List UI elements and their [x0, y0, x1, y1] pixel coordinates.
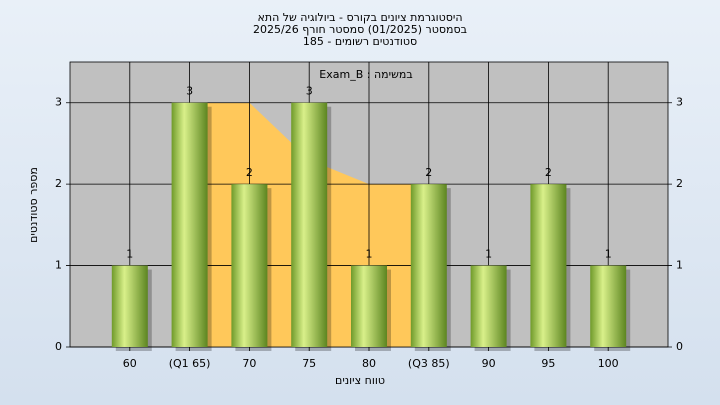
data-label: 1: [485, 248, 492, 261]
y-axis-label: מספר סטודנטים: [27, 167, 40, 243]
y-tick-label-right: 3: [676, 96, 683, 109]
x-tick-label: (Q1 65): [169, 357, 211, 370]
bar: [351, 265, 387, 347]
chart-subtitle: בסמסטר (01/2025) סמסטר חורף 2025/26: [253, 23, 467, 36]
x-tick-label: (Q3 85): [408, 357, 450, 370]
x-axis-label: טווח ציונים: [335, 374, 385, 387]
bar: [590, 265, 627, 347]
data-label: 3: [186, 85, 193, 98]
bar: [291, 102, 328, 347]
x-tick-label: 90: [482, 357, 496, 370]
bar: [470, 265, 507, 347]
bar: [231, 184, 268, 347]
y-tick-label-right: 0: [676, 340, 683, 353]
chart-title: היסטוגרמת ציונים בקורס - ביולוגיה של התא: [257, 11, 462, 24]
data-label: 1: [366, 248, 373, 261]
y-tick-label: 1: [55, 259, 62, 272]
y-tick-label: 2: [55, 177, 62, 190]
data-label: 1: [605, 248, 612, 261]
y-tick-label: 0: [55, 340, 62, 353]
data-label: 3: [306, 85, 313, 98]
bar: [530, 184, 567, 347]
bar: [111, 265, 148, 347]
x-tick-label: 75: [302, 357, 316, 370]
x-tick-label: 95: [541, 357, 555, 370]
x-tick-label: 60: [123, 357, 137, 370]
chart-subtitle: סטודנטים רשומים - 185: [303, 35, 417, 48]
bar: [410, 184, 447, 347]
y-tick-label: 3: [55, 96, 62, 109]
x-tick-label: 70: [242, 357, 256, 370]
data-label: 1: [126, 248, 133, 261]
y-tick-label-right: 1: [676, 259, 683, 272]
x-tick-label: 100: [598, 357, 619, 370]
x-tick-label: 80: [362, 357, 376, 370]
annotation: במשימה : Exam_B: [319, 68, 412, 81]
data-label: 2: [545, 166, 552, 179]
bar: [171, 102, 208, 347]
data-label: 2: [246, 166, 253, 179]
data-label: 2: [425, 166, 432, 179]
y-tick-label-right: 2: [676, 177, 683, 190]
